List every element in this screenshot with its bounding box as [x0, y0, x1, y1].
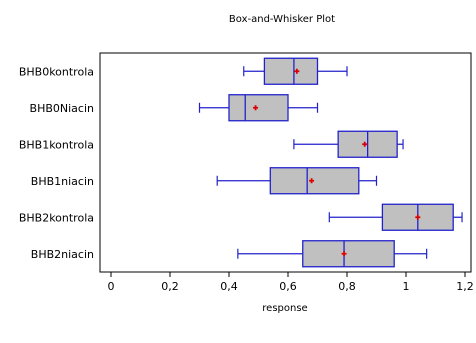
- x-tick-label: 0,8: [338, 280, 356, 293]
- x-tick-label: 0: [108, 280, 115, 293]
- box-group-BHB0Niacin: BHB0Niacin: [30, 94, 319, 122]
- iqr-box: [263, 57, 319, 85]
- mean-marker: [362, 141, 368, 147]
- box-group-BHB1kontrola: BHB1kontrola: [19, 130, 404, 158]
- x-tick-label: 0,4: [220, 280, 238, 293]
- box-group-BHB1niacin: BHB1niacin: [31, 167, 378, 195]
- category-label: BHB1niacin: [31, 175, 94, 188]
- x-tick-label: 1: [403, 280, 410, 293]
- x-axis: 0 0,2 0,4 0,6 0,8 1 1,2: [108, 272, 474, 293]
- box-group-BHB2niacin: BHB2niacin: [31, 240, 428, 268]
- mean-marker: [309, 178, 315, 184]
- category-label: BHB2niacin: [31, 248, 94, 261]
- category-label: BHB0kontrola: [19, 65, 94, 78]
- x-axis-label: response: [262, 303, 307, 314]
- iqr-box: [228, 94, 289, 122]
- mean-marker: [294, 68, 300, 74]
- iqr-box: [302, 240, 395, 268]
- category-label: BHB2kontrola: [19, 211, 94, 224]
- mean-marker: [341, 251, 347, 257]
- iqr-box: [269, 167, 360, 195]
- chart-title: Box-and-Whisker Plot: [229, 14, 335, 25]
- x-tick-label: 0,2: [161, 280, 179, 293]
- category-label: BHB0Niacin: [30, 102, 94, 115]
- box-group-BHB2kontrola: BHB2kontrola: [19, 203, 463, 231]
- category-label: BHB1kontrola: [19, 138, 94, 151]
- box-group-BHB0kontrola: BHB0kontrola: [19, 57, 348, 85]
- boxes-layer: BHB0kontrola BHB0Niacin BHB1kontrola BHB1ni…: [19, 57, 463, 268]
- mean-marker: [415, 214, 421, 220]
- mean-marker: [253, 105, 259, 111]
- x-tick-label: 0,6: [279, 280, 297, 293]
- plot-frame: [99, 52, 472, 273]
- x-tick-label: 1,2: [456, 280, 474, 293]
